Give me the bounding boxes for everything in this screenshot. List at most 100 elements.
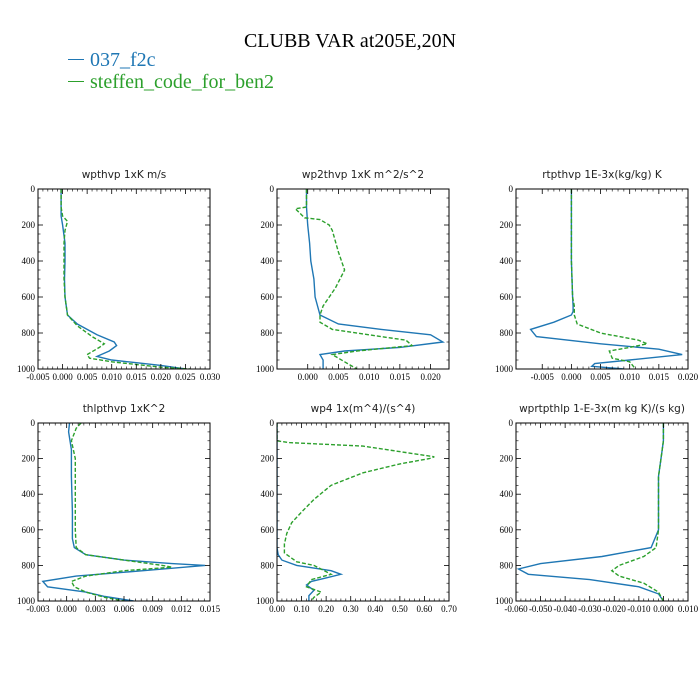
ytick-label-4-0: 0 (270, 418, 275, 428)
panel-4: wp4 1x(m^4)/(s^4) 0.00 0.10 0.20 0.30 0.40 0.5… (256, 403, 457, 614)
xtick-label-0-2: 0.005 (77, 372, 98, 382)
xtick-label-5-4: -0.020 (603, 604, 627, 614)
ytick-label-2-1: 200 (500, 220, 514, 230)
xtick-label-2-4: 0.015 (649, 372, 670, 382)
xtick-label-3-4: 0.009 (143, 604, 164, 614)
panel-title-1: wp2thvp 1xK m^2/s^2 (302, 169, 424, 181)
xtick-label-4-6: 0.60 (417, 604, 433, 614)
ytick-label-5-2: 400 (500, 489, 514, 499)
ytick-label-5-4: 800 (500, 560, 514, 570)
series-line-4-0 (277, 423, 344, 601)
xtick-label-5-1: -0.050 (529, 604, 553, 614)
xtick-label-3-1: 0.000 (57, 604, 78, 614)
ytick-label-3-0: 0 (31, 418, 36, 428)
xtick-label-0-6: 0.025 (175, 372, 196, 382)
ytick-label-1-4: 800 (261, 328, 275, 338)
xtick-label-3-5: 0.012 (171, 604, 191, 614)
panel-frame-4 (276, 422, 450, 602)
ytick-label-3-4: 800 (22, 560, 36, 570)
ytick-label-2-4: 800 (500, 328, 514, 338)
ytick-label-3-3: 600 (22, 525, 36, 535)
series-line-1-0 (305, 189, 446, 369)
legend-line-1 (68, 80, 84, 82)
panel-3: thlpthvp 1xK^2 -0.003 0.000 0.003 0.006 0.009… (17, 403, 221, 614)
series-line-2-0 (529, 189, 683, 369)
ytick-label-1-1: 200 (261, 220, 275, 230)
xtick-label-0-7: 0.030 (200, 372, 221, 382)
xtick-label-5-2: -0.040 (554, 604, 578, 614)
xtick-label-5-3: -0.030 (578, 604, 602, 614)
series-line-1-1 (293, 189, 414, 369)
ytick-label-0-1: 200 (22, 220, 36, 230)
xtick-label-2-5: 0.020 (678, 372, 699, 382)
ytick-label-2-5: 1000 (495, 364, 514, 374)
xtick-label-2-3: 0.010 (620, 372, 641, 382)
xtick-label-3-3: 0.006 (114, 604, 135, 614)
ytick-label-0-3: 600 (22, 292, 36, 302)
panel-title-0: wpthvp 1xK m/s (82, 169, 167, 181)
ytick-label-4-5: 1000 (256, 596, 275, 606)
xtick-label-0-4: 0.015 (126, 372, 147, 382)
ytick-label-0-4: 800 (22, 328, 36, 338)
panel-1: wp2thvp 1xK m^2/s^2 0.000 0.005 0.010 0.015 0… (256, 169, 450, 382)
xtick-label-4-7: 0.70 (441, 604, 457, 614)
series-line-3-1 (70, 423, 172, 601)
ytick-label-0-5: 1000 (17, 364, 36, 374)
xtick-label-1-3: 0.015 (390, 372, 411, 382)
xtick-label-4-4: 0.40 (367, 604, 383, 614)
panel-5: wprtpthlp 1-E-3x(m kg K)/(s kg)-0.060 -0.… (495, 403, 699, 614)
xtick-label-5-7: 0.010 (678, 604, 699, 614)
xtick-label-4-3: 0.30 (343, 604, 359, 614)
xtick-label-2-2: 0.005 (590, 372, 611, 382)
series-line-0-0 (60, 189, 186, 369)
panel-title-2: rtpthvp 1E-3x(kg/kg) K (542, 169, 663, 181)
panel-frame-3 (37, 422, 211, 602)
xtick-label-0-3: 0.010 (102, 372, 123, 382)
ytick-label-1-5: 1000 (256, 364, 275, 374)
xtick-label-1-2: 0.010 (359, 372, 380, 382)
panel-frame-2 (515, 188, 689, 370)
series-line-0-1 (60, 189, 191, 369)
xtick-label-0-5: 0.020 (151, 372, 172, 382)
xtick-label-2-0: -0.005 (531, 372, 555, 382)
xtick-label-1-1: 0.005 (328, 372, 349, 382)
xtick-label-5-6: 0.000 (653, 604, 674, 614)
ytick-label-0-0: 0 (31, 184, 36, 194)
legend-entry-0: 037_f2c (68, 49, 156, 72)
ytick-label-4-1: 200 (261, 454, 275, 464)
ytick-label-4-3: 600 (261, 525, 275, 535)
xtick-label-3-0: -0.003 (26, 604, 50, 614)
ytick-label-5-3: 600 (500, 525, 514, 535)
ytick-label-0-2: 400 (22, 256, 36, 266)
xtick-label-1-0: 0.000 (298, 372, 319, 382)
panel-title-4: wp4 1x(m^4)/(s^4) (311, 403, 416, 415)
ytick-label-5-5: 1000 (495, 596, 514, 606)
ytick-label-3-2: 400 (22, 489, 36, 499)
ytick-label-1-3: 600 (261, 292, 275, 302)
panel-title-3: thlpthvp 1xK^2 (83, 403, 166, 415)
xtick-label-3-6: 0.015 (200, 604, 221, 614)
xtick-label-0-0: -0.005 (26, 372, 50, 382)
ytick-label-4-2: 400 (261, 489, 275, 499)
xtick-label-5-5: -0.010 (627, 604, 651, 614)
xtick-label-5-0: -0.060 (504, 604, 528, 614)
series-line-4-1 (277, 423, 435, 601)
ytick-label-1-0: 0 (270, 184, 275, 194)
xtick-label-4-5: 0.50 (392, 604, 408, 614)
ytick-label-2-2: 400 (500, 256, 514, 266)
ytick-label-3-5: 1000 (17, 596, 36, 606)
figure-title: CLUBB VAR at205E,20N (243, 30, 457, 52)
xtick-label-4-0: 0.00 (269, 604, 285, 614)
xtick-label-1-4: 0.020 (420, 372, 441, 382)
panel-2: rtpthvp 1E-3x(kg/kg) K -0.005 0.000 0.005 0.… (495, 169, 699, 382)
legend-line-0 (68, 58, 84, 60)
series-line-5-1 (610, 423, 665, 601)
ytick-label-2-0: 0 (509, 184, 514, 194)
ytick-label-3-1: 200 (22, 454, 36, 464)
panel-title-5: wprtpthlp 1-E-3x(m kg K)/(s kg) (519, 403, 685, 415)
legend-entry-1: steffen_code_for_ben2 (68, 71, 274, 94)
ytick-label-4-4: 800 (261, 560, 275, 570)
panel-0: wpthvp 1xK m/s -0.005 0.000 0.005 0.010 0.015… (17, 169, 221, 382)
